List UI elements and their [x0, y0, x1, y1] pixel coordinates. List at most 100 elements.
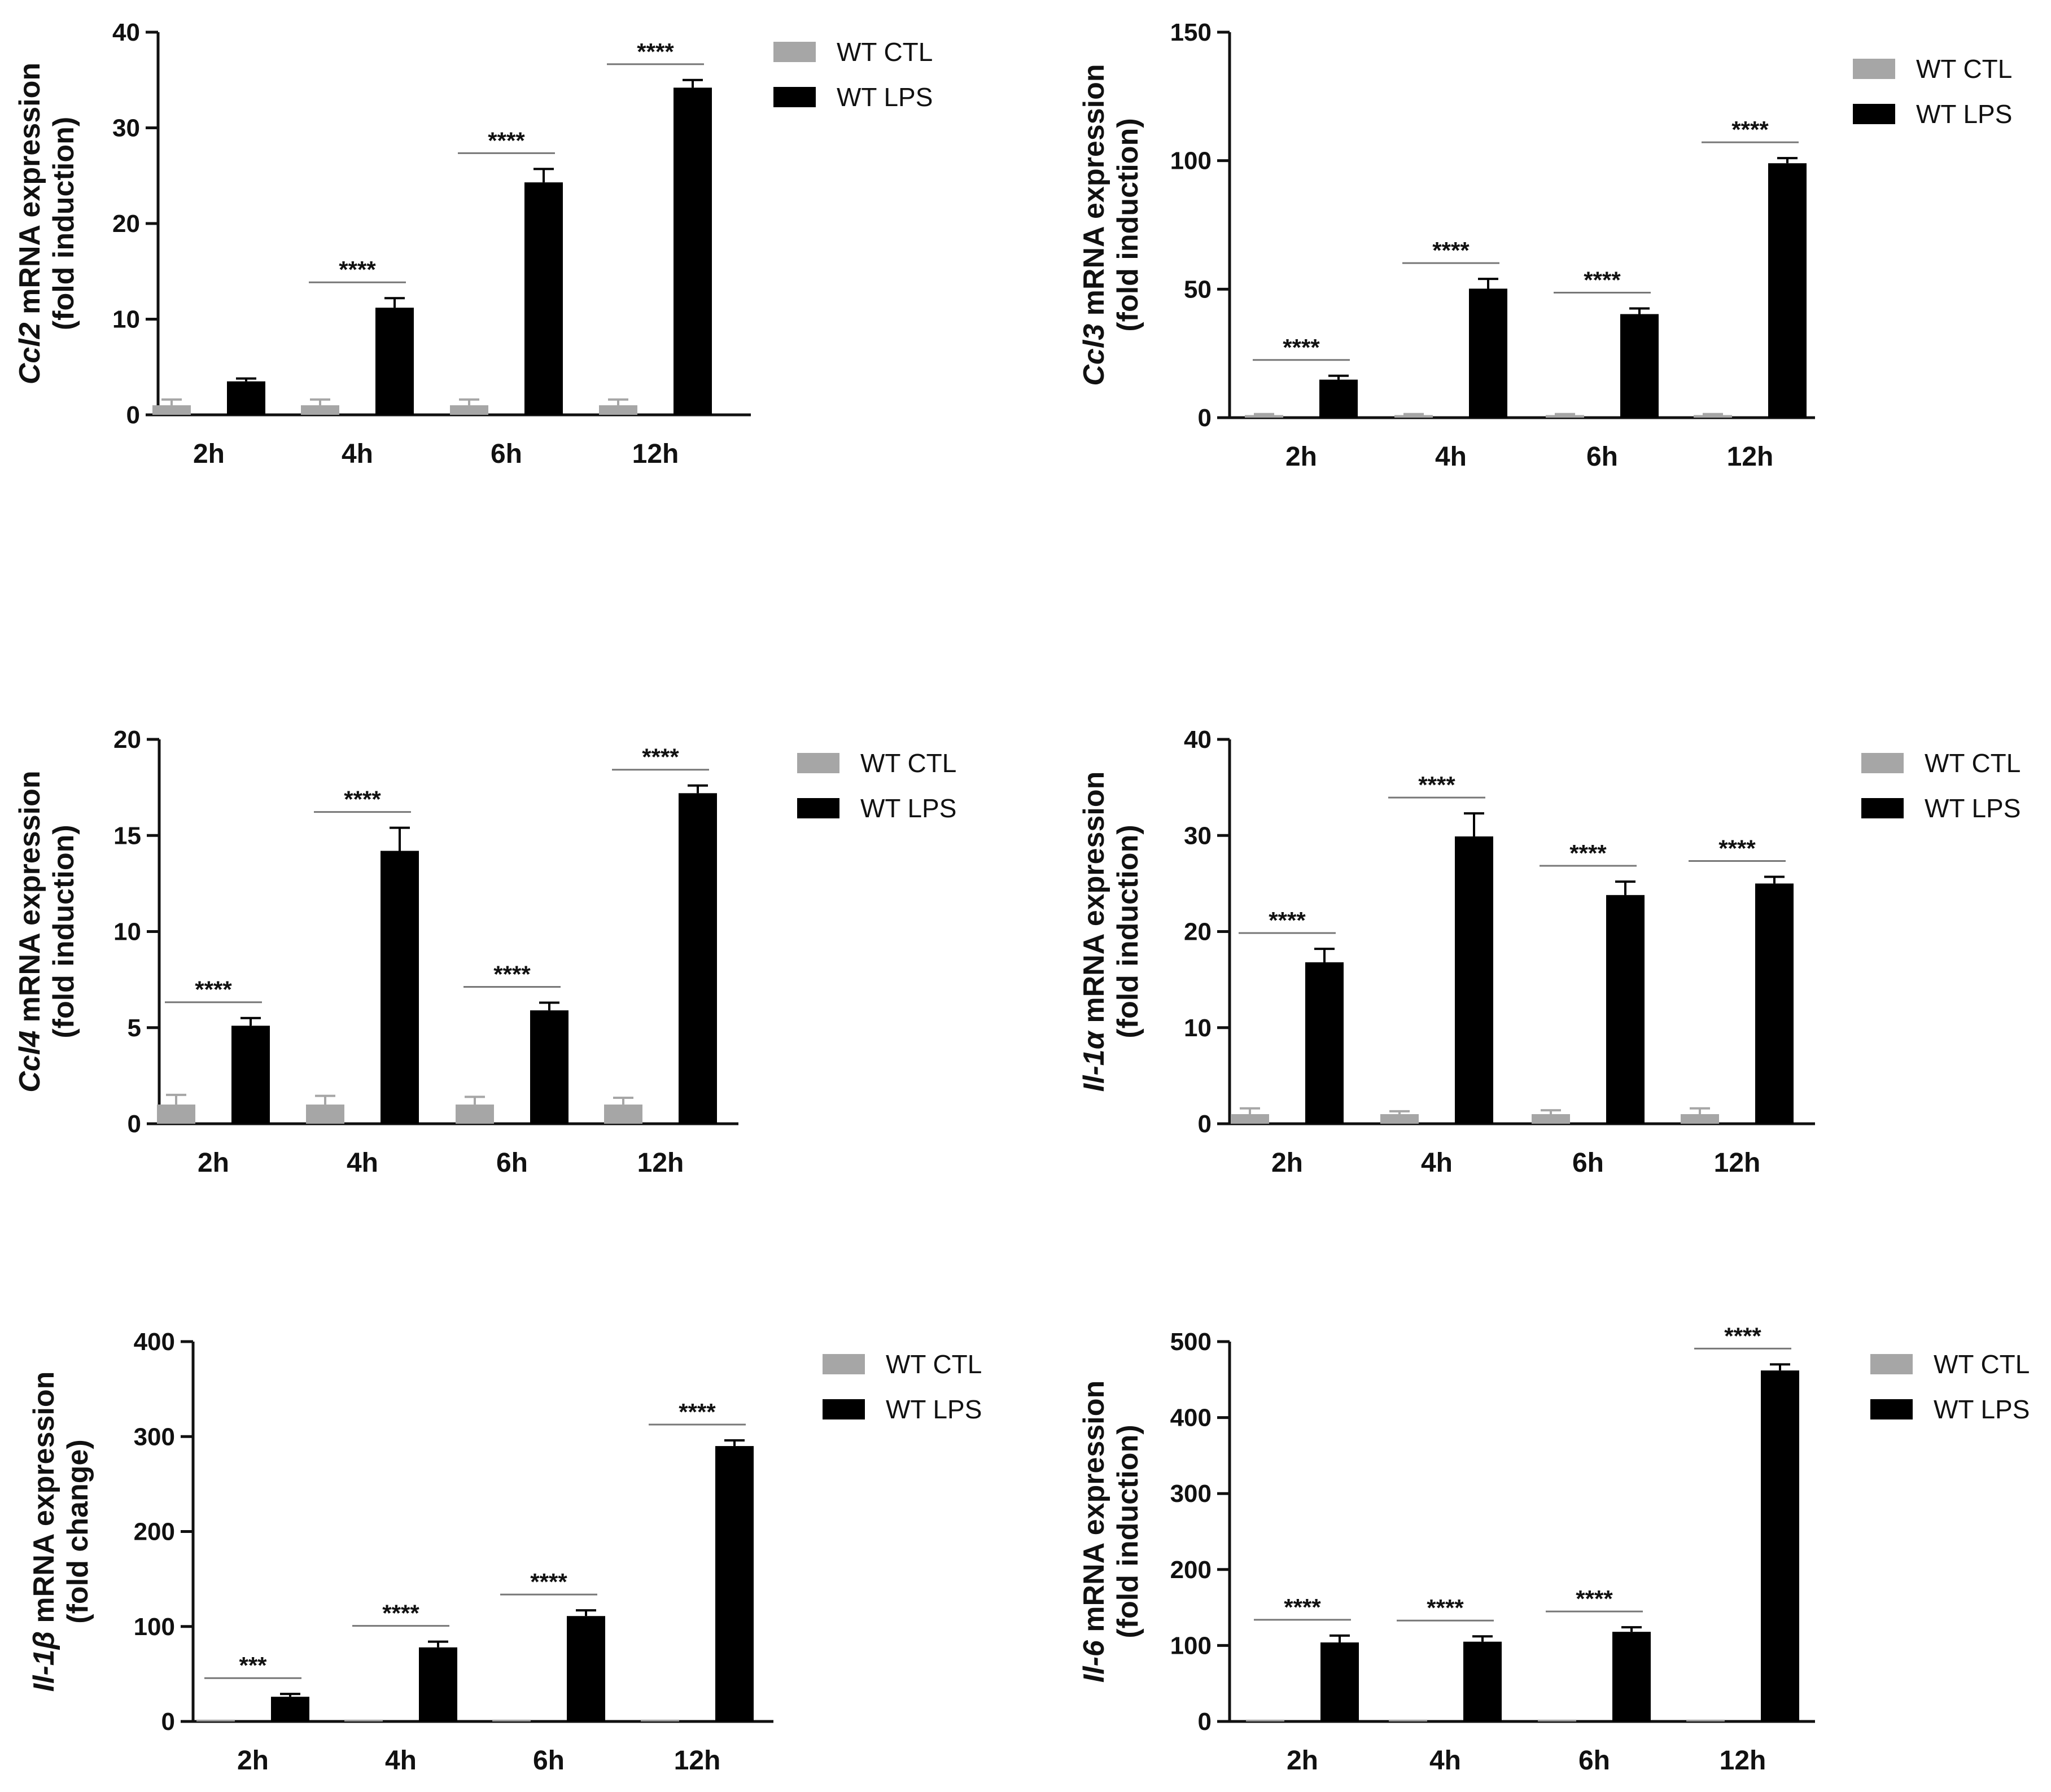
significance-label: ****	[493, 961, 531, 987]
x-category-label: 6h	[491, 439, 522, 469]
y-tick-label: 0	[1198, 1708, 1212, 1736]
legend-label: WT LPS	[860, 794, 956, 823]
y-tick-label: 200	[1170, 1556, 1212, 1584]
bar-ctl-2h	[1245, 415, 1283, 418]
y-tick-label: 100	[134, 1613, 175, 1641]
bar-lps-12h	[1755, 883, 1794, 1124]
y-tick-label: 150	[1170, 19, 1212, 46]
chart-panel-il-1-: 0 100 200 300 400 Il-1β mRNA expression(fold …	[28, 1328, 982, 1776]
x-category-label: 4h	[347, 1148, 378, 1178]
y-axis-title-suffix: mRNA expression	[28, 1372, 60, 1631]
bar-lps-6h	[1606, 895, 1645, 1124]
y-axis-title-line1: Ccl2 mRNA expression	[14, 63, 46, 384]
x-category-label: 12h	[674, 1746, 721, 1776]
legend-swatch-lps	[1861, 798, 1904, 818]
bar-ctl-4h	[1380, 1114, 1419, 1124]
y-tick-label: 400	[134, 1328, 175, 1356]
bar-lps-6h	[1620, 314, 1659, 418]
significance-label: ****	[1418, 772, 1455, 798]
chart-panel-il-6: 0 100 200 300 400 500 Il-6 mRNA expression(fol…	[1078, 1322, 2030, 1776]
legend-label: WT CTL	[837, 37, 933, 67]
significance-label: ****	[382, 1600, 419, 1627]
significance-label: ****	[1427, 1594, 1464, 1621]
bar-ctl-2h	[152, 405, 191, 415]
y-tick-label: 300	[134, 1423, 175, 1451]
bar-lps-2h	[271, 1697, 309, 1721]
y-axis-title-suffix: mRNA expression	[14, 63, 46, 322]
significance-label: ****	[339, 256, 376, 283]
y-tick-label: 500	[1170, 1328, 1212, 1356]
significance-label: ****	[642, 744, 679, 770]
significance-label: ****	[679, 1399, 716, 1425]
chart-panel-ccl4: 0 5 10 15 20 Ccl4 mRNA expression(fold induct…	[14, 726, 956, 1178]
bar-ctl-12h	[1694, 415, 1732, 418]
legend-swatch-ctl	[1870, 1354, 1913, 1374]
y-axis-title: Il-6 mRNA expression(fold induction)	[1078, 1381, 1144, 1683]
bar-lps-6h	[567, 1616, 605, 1721]
y-axis-title-suffix: mRNA expression	[1078, 772, 1110, 1031]
x-category-label: 12h	[632, 439, 679, 469]
legend-swatch-lps	[773, 87, 816, 107]
legend-label: WT CTL	[886, 1350, 982, 1379]
bar-ctl-4h	[306, 1104, 344, 1124]
y-axis-title-line2: (fold induction)	[1112, 118, 1144, 331]
y-axis-title-line1: Il-6 mRNA expression	[1078, 1381, 1110, 1683]
significance-label: ****	[530, 1568, 567, 1595]
bar-lps-2h	[1305, 962, 1344, 1124]
bar-ctl-6h	[450, 405, 488, 415]
y-tick-label: 100	[1170, 147, 1212, 175]
y-tick-label: 50	[1184, 275, 1212, 303]
significance-label: ****	[488, 127, 525, 154]
significance-label: ****	[1718, 835, 1756, 861]
y-tick-label: 15	[113, 822, 141, 849]
bar-lps-6h	[530, 1010, 568, 1124]
y-tick-label: 5	[128, 1014, 141, 1042]
significance-label: ****	[344, 786, 381, 813]
bar-lps-12h	[1761, 1370, 1799, 1721]
legend-swatch-ctl	[823, 1354, 865, 1374]
y-axis-title-suffix: mRNA expression	[1078, 64, 1110, 323]
y-axis-title-line1: Ccl3 mRNA expression	[1078, 64, 1110, 385]
y-axis-title-line2: (fold induction)	[47, 825, 80, 1038]
bar-lps-4h	[1469, 288, 1507, 418]
x-category-label: 4h	[1435, 442, 1467, 472]
y-tick-label: 400	[1170, 1404, 1212, 1432]
bar-ctl-2h	[196, 1720, 235, 1721]
gene-name: Il-1β	[28, 1631, 60, 1692]
y-axis-title: Ccl4 mRNA expression(fold induction)	[14, 770, 80, 1092]
x-category-label: 6h	[1572, 1148, 1604, 1178]
y-tick-label: 10	[112, 306, 140, 334]
bar-ctl-4h	[301, 405, 339, 415]
y-axis-title-line1: Il-1β mRNA expression	[28, 1372, 60, 1692]
y-axis-title-line2: (fold induction)	[1112, 825, 1144, 1038]
x-category-label: 4h	[1421, 1148, 1453, 1178]
significance-label: ****	[195, 976, 232, 1003]
x-category-label: 2h	[1285, 442, 1317, 472]
legend-swatch-ctl	[1853, 59, 1895, 79]
legend-swatch-lps	[1870, 1399, 1913, 1419]
bar-lps-4h	[381, 851, 419, 1124]
y-axis-title-line2: (fold induction)	[47, 117, 80, 330]
y-tick-label: 0	[126, 401, 140, 429]
x-category-label: 12h	[637, 1148, 684, 1178]
bar-ctl-4h	[1394, 415, 1433, 418]
x-category-label: 2h	[1287, 1746, 1318, 1776]
legend-label: WT LPS	[886, 1395, 982, 1424]
significance-label: ****	[1731, 116, 1769, 143]
bar-lps-2h	[1320, 1642, 1359, 1721]
bar-ctl-12h	[1686, 1720, 1725, 1721]
gene-name: Ccl4	[14, 1031, 46, 1093]
y-tick-label: 30	[1184, 822, 1212, 849]
legend-swatch-ctl	[1861, 753, 1904, 773]
y-axis-title-line2: (fold change)	[62, 1439, 94, 1623]
legend-label: WT CTL	[1934, 1350, 2030, 1379]
legend-label: WT LPS	[1925, 794, 2021, 823]
bar-lps-4h	[1455, 836, 1493, 1124]
x-category-label: 4h	[342, 439, 373, 469]
legend-label: WT LPS	[1934, 1395, 2030, 1424]
x-category-label: 6h	[533, 1746, 565, 1776]
x-category-label: 6h	[496, 1148, 528, 1178]
significance-label: ****	[1724, 1322, 1761, 1349]
legend-label: WT CTL	[1916, 54, 2012, 84]
x-category-label: 12h	[1720, 1746, 1766, 1776]
